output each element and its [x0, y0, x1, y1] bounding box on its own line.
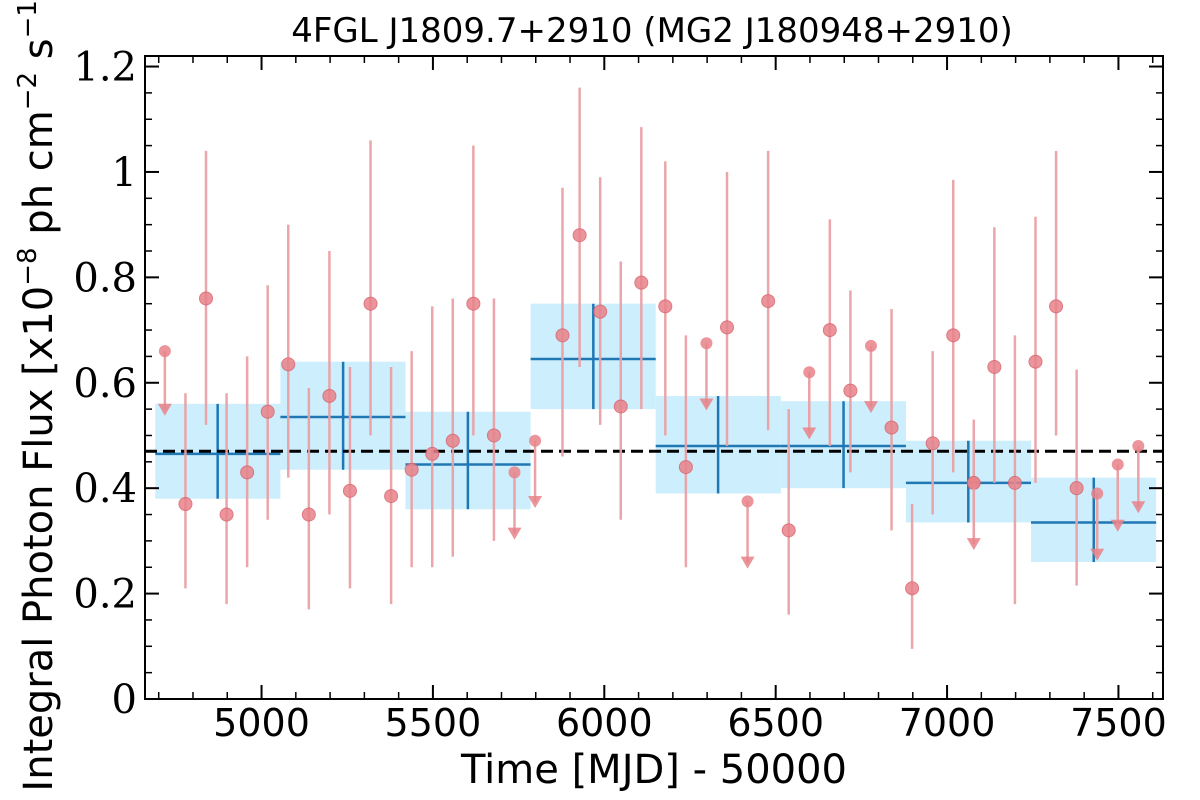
flux-point	[781, 523, 796, 538]
flux-point	[363, 296, 378, 311]
x-tick-label: 7000	[899, 701, 996, 745]
y-tick-label: 0.2	[73, 572, 137, 618]
chart-title: 4FGL J1809.7+2910 (MG2 J180948+2910)	[291, 11, 1013, 51]
flux-point	[1028, 354, 1043, 369]
flux-point	[678, 460, 693, 475]
flux-point	[555, 328, 570, 343]
y-axis-label: Integral Photon Flux [x10−8 ph cm−2 s−1]	[13, 0, 62, 792]
flux-point	[720, 320, 735, 335]
upper-limit-arrow	[802, 427, 817, 440]
flux-point	[1049, 299, 1064, 314]
upper-limit-arrow	[699, 398, 714, 411]
x-axis-label: Time [MJD] - 50000	[460, 747, 847, 793]
upper-limit-point	[803, 366, 816, 379]
y-tick-label: 1.2	[73, 45, 137, 91]
flux-point	[342, 483, 357, 498]
points-layer	[178, 87, 1084, 649]
flux-point	[178, 496, 193, 511]
flux-point	[634, 275, 649, 290]
upper-limit-arrow	[966, 538, 981, 551]
flux-point	[384, 489, 399, 504]
flux-point	[466, 296, 481, 311]
y-axis-label-exp1: −8	[13, 247, 43, 285]
y-tick-label: 0.4	[73, 466, 137, 512]
flux-point	[925, 436, 940, 451]
flux-point	[1069, 481, 1084, 496]
plot-frame	[144, 55, 1164, 700]
upper-limit-point	[967, 476, 980, 489]
flux-point	[946, 328, 961, 343]
flux-point	[593, 304, 608, 319]
upper-limit-point	[508, 466, 521, 479]
upper-limit-point	[700, 337, 713, 350]
y-axis-label-part3: s	[16, 38, 62, 72]
upper-limit-point	[529, 434, 542, 447]
flux-point	[322, 388, 337, 403]
flux-point	[987, 359, 1002, 374]
flux-point	[822, 323, 837, 338]
upper-limit-point	[1091, 487, 1104, 500]
y-axis-label-exp3: −1	[13, 0, 43, 38]
flux-point	[404, 462, 419, 477]
upper-limit-arrow	[740, 556, 755, 569]
x-tick-label: 7500	[1070, 701, 1167, 745]
flux-point	[219, 507, 234, 522]
upper-limit-point	[864, 339, 877, 352]
flux-point	[905, 581, 920, 596]
upper-limit-arrow	[157, 403, 172, 416]
y-axis-label-part2: ph cm	[16, 110, 62, 247]
x-tick-label: 5500	[385, 701, 482, 745]
upper-limit-arrow	[1110, 519, 1125, 532]
flux-point	[445, 433, 460, 448]
upper-limit-point	[1132, 440, 1145, 453]
y-tick-label: 0	[112, 677, 137, 723]
upper-limit-arrow	[1090, 548, 1105, 561]
bins-layer	[155, 303, 1157, 562]
flux-point	[260, 404, 275, 419]
upper-limit-arrow	[863, 401, 878, 414]
flux-point	[486, 428, 501, 443]
flux-point	[884, 420, 899, 435]
flux-point	[572, 228, 587, 243]
upper-limit-point	[158, 345, 171, 358]
y-ticks: 0 0.2 0.4 0.6 0.8 1 1.2	[73, 45, 1163, 723]
upper-limit-arrow	[528, 495, 543, 508]
upper-limit-arrow	[507, 527, 522, 540]
x-tick-label: 6500	[727, 701, 824, 745]
upper-limits-layer	[157, 337, 1146, 569]
flux-point	[301, 507, 316, 522]
x-tick-label: 6000	[556, 701, 653, 745]
upper-limit-arrow	[1131, 501, 1146, 514]
flux-point	[613, 399, 628, 414]
flux-point	[843, 383, 858, 398]
x-tick-label: 5000	[213, 701, 310, 745]
flux-point	[240, 465, 255, 480]
flux-point	[281, 357, 296, 372]
y-tick-label: 1	[112, 150, 137, 196]
flux-point	[658, 299, 673, 314]
y-tick-label: 0.6	[73, 361, 137, 407]
flux-point	[1007, 475, 1022, 490]
y-axis-label-part1: Integral Photon Flux [x10	[16, 286, 62, 792]
flux-point	[199, 291, 214, 306]
x-ticks: 5000 5500 6000 6500 7000 7500	[157, 56, 1167, 745]
upper-limit-point	[741, 495, 754, 508]
flux-point	[425, 446, 440, 461]
y-tick-label: 0.8	[73, 255, 137, 301]
upper-limit-point	[1111, 458, 1124, 471]
y-axis-label-exp2: −2	[13, 72, 43, 110]
flux-point	[761, 294, 776, 309]
